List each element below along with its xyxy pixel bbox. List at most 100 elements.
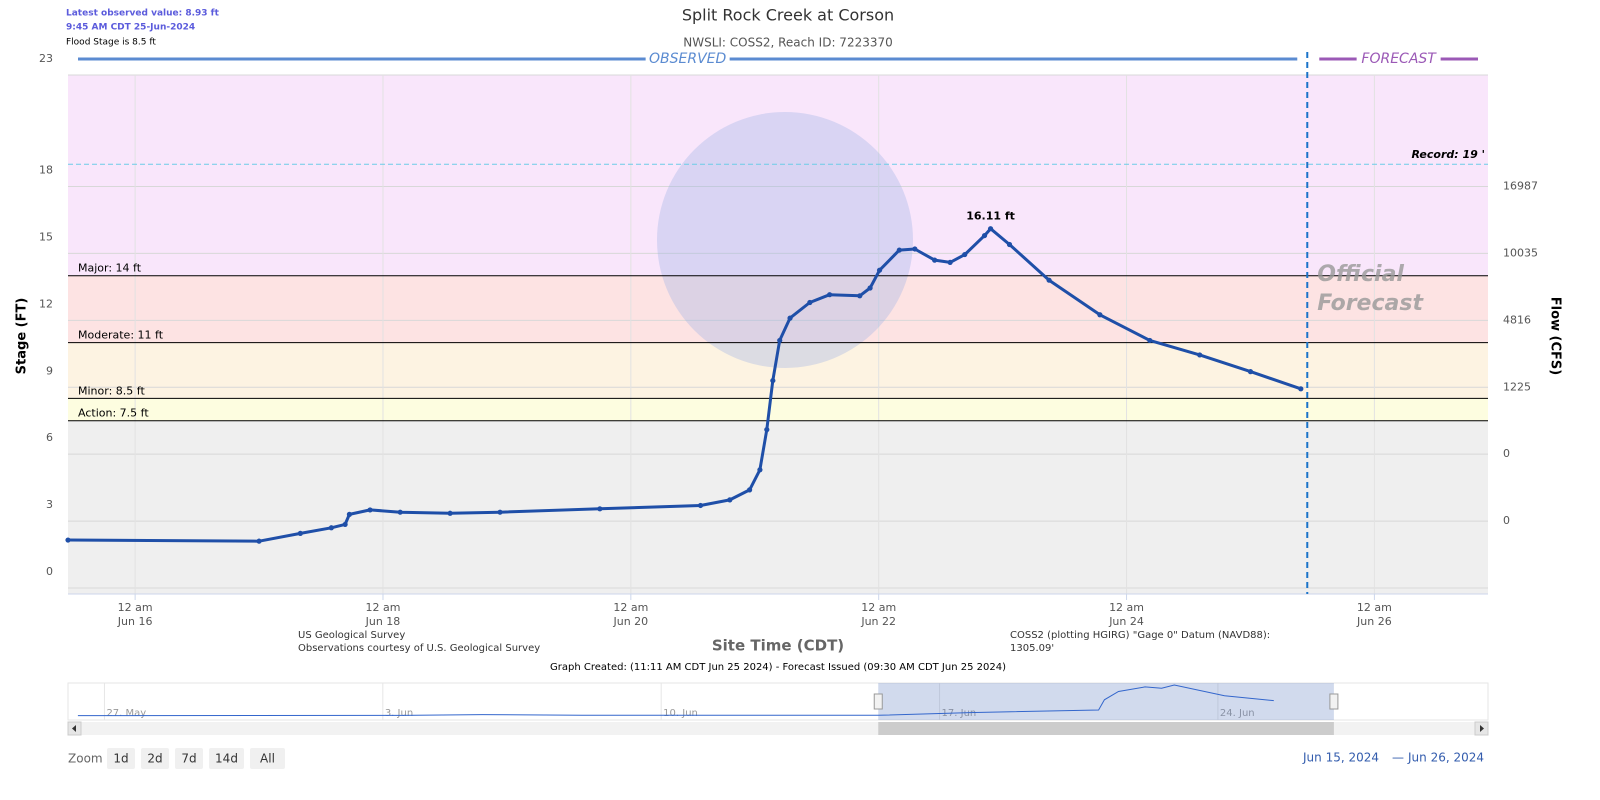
navigator-tick-label: 3. Jun bbox=[385, 708, 413, 719]
y-tick-label: 23 bbox=[39, 52, 53, 65]
navigator-tick-label: 17. Jun bbox=[942, 708, 977, 719]
y-tick-label: 0 bbox=[46, 565, 53, 578]
threshold-label: Major: 14 ft bbox=[78, 262, 142, 275]
navigator-tick-label: 10. Jun bbox=[663, 708, 698, 719]
data-point bbox=[747, 487, 753, 493]
y-tick-label: 15 bbox=[39, 230, 53, 243]
navigator-handle[interactable] bbox=[1329, 693, 1339, 710]
official-forecast: Forecast bbox=[1317, 291, 1424, 316]
data-point bbox=[764, 427, 770, 433]
zoom-button[interactable] bbox=[175, 748, 203, 769]
scrollbar-thumb[interactable] bbox=[878, 722, 1334, 735]
data-point bbox=[867, 285, 873, 291]
range-from[interactable]: Jun 15, 2024 bbox=[1302, 751, 1379, 765]
data-point bbox=[770, 377, 776, 384]
data-point bbox=[1097, 312, 1103, 318]
data-point bbox=[827, 292, 833, 298]
x-tick-label: Jun 22 bbox=[860, 615, 896, 628]
band bbox=[68, 398, 1488, 421]
latest-time: 9:45 AM CDT 25-Jun-2024 bbox=[66, 23, 195, 33]
y-axis-title: Stage (FT) bbox=[15, 298, 30, 375]
x-tick-label: Jun 16 bbox=[117, 615, 153, 628]
data-point bbox=[947, 259, 953, 265]
navigator-frame bbox=[67, 682, 1489, 721]
zoom-button[interactable] bbox=[250, 748, 285, 769]
data-point bbox=[1046, 277, 1052, 283]
range-to[interactable]: Jun 26, 2024 bbox=[1407, 751, 1484, 765]
latest-value: Latest observed value: 8.93 ft bbox=[66, 9, 220, 19]
band bbox=[68, 75, 1488, 276]
zoom-button[interactable] bbox=[209, 748, 244, 769]
band bbox=[68, 275, 1488, 343]
y2-axis-title: Flow (CFS) bbox=[1548, 297, 1563, 375]
navigator-handle[interactable] bbox=[873, 693, 883, 710]
data-point bbox=[367, 507, 373, 513]
data-point bbox=[256, 538, 262, 544]
plot-area bbox=[68, 74, 1488, 594]
x-tick-label: 12 am bbox=[1357, 601, 1392, 614]
data-point bbox=[397, 509, 403, 515]
observed-label-bg bbox=[645, 50, 730, 68]
zoom-label: Zoom bbox=[68, 752, 103, 766]
data-point bbox=[912, 246, 918, 252]
y-tick-label: 12 bbox=[39, 297, 53, 310]
data-point bbox=[597, 506, 603, 512]
x-axis-title: Site Time (CDT) bbox=[712, 637, 844, 655]
noaa-watermark bbox=[657, 112, 913, 368]
data-point bbox=[1247, 369, 1254, 375]
y-tick-label: 18 bbox=[39, 164, 53, 177]
chart-title: Split Rock Creek at Corson bbox=[682, 6, 894, 25]
y2-tick-label: 16987 bbox=[1503, 180, 1538, 193]
navigator-tick-label: 24. Jun bbox=[1220, 708, 1255, 719]
data-point bbox=[727, 497, 733, 503]
data-point bbox=[342, 521, 348, 528]
y2-tick-label: 10035 bbox=[1503, 246, 1538, 259]
x-tick-label: Jun 20 bbox=[612, 615, 648, 628]
y-tick-label: 9 bbox=[46, 364, 53, 377]
data-point bbox=[932, 257, 938, 263]
range-separator: — bbox=[1392, 751, 1404, 765]
data-point bbox=[1197, 352, 1203, 358]
data-point bbox=[1006, 241, 1013, 248]
chart-subtitle: NWSLI: COSS2, Reach ID: 7223370 bbox=[683, 36, 893, 50]
data-point bbox=[807, 299, 813, 306]
y2-tick-label: 4816 bbox=[1503, 313, 1531, 326]
zoom-button-label[interactable]: 1d bbox=[113, 752, 128, 766]
annotation: 16.11 ft bbox=[966, 210, 1015, 223]
data-point bbox=[777, 337, 783, 344]
flood-stage: Flood Stage is 8.5 ft bbox=[66, 38, 156, 48]
data-point bbox=[65, 537, 71, 543]
data-point bbox=[757, 467, 763, 473]
credit: COSS2 (plotting HGIRG) "Gage 0" Datum (N… bbox=[1010, 630, 1270, 641]
data-point bbox=[1298, 386, 1304, 392]
data-point bbox=[787, 315, 793, 321]
zoom-button-label[interactable]: All bbox=[260, 752, 275, 766]
zoom-button[interactable] bbox=[107, 748, 135, 769]
forecast-label-bg bbox=[1356, 50, 1441, 68]
data-point bbox=[896, 247, 902, 253]
credit: Observations courtesy of U.S. Geological… bbox=[298, 643, 540, 654]
data-point bbox=[346, 511, 353, 517]
data-point bbox=[857, 293, 863, 299]
zoom-button-label[interactable]: 7d bbox=[181, 752, 196, 766]
navigator: 27. May 3. Jun 10. Jun 17. Jun 24. Jun bbox=[67, 682, 1489, 736]
x-tick-label: Jun 18 bbox=[365, 615, 401, 628]
observed-label: OBSERVED bbox=[649, 51, 727, 67]
zoom-button-label[interactable]: 2d bbox=[147, 752, 162, 766]
data-point bbox=[962, 251, 968, 258]
zoom-button[interactable] bbox=[141, 748, 169, 769]
x-tick-label: 12 am bbox=[861, 601, 896, 614]
x-tick-label: Jun 24 bbox=[1108, 615, 1144, 628]
watermark-logo bbox=[657, 112, 913, 368]
y2-tick-label: 0 bbox=[1503, 514, 1510, 527]
data-point bbox=[447, 510, 453, 516]
y-tick-label: 6 bbox=[46, 431, 53, 444]
y2-tick-label: 0 bbox=[1503, 447, 1510, 460]
zoom-button-label[interactable]: 14d bbox=[215, 752, 238, 766]
series-line bbox=[67, 227, 1302, 543]
credit: 1305.09' bbox=[1010, 643, 1054, 654]
navigator-tick-label: 27. May bbox=[106, 708, 146, 719]
threshold-label: Moderate: 11 ft bbox=[78, 329, 164, 342]
